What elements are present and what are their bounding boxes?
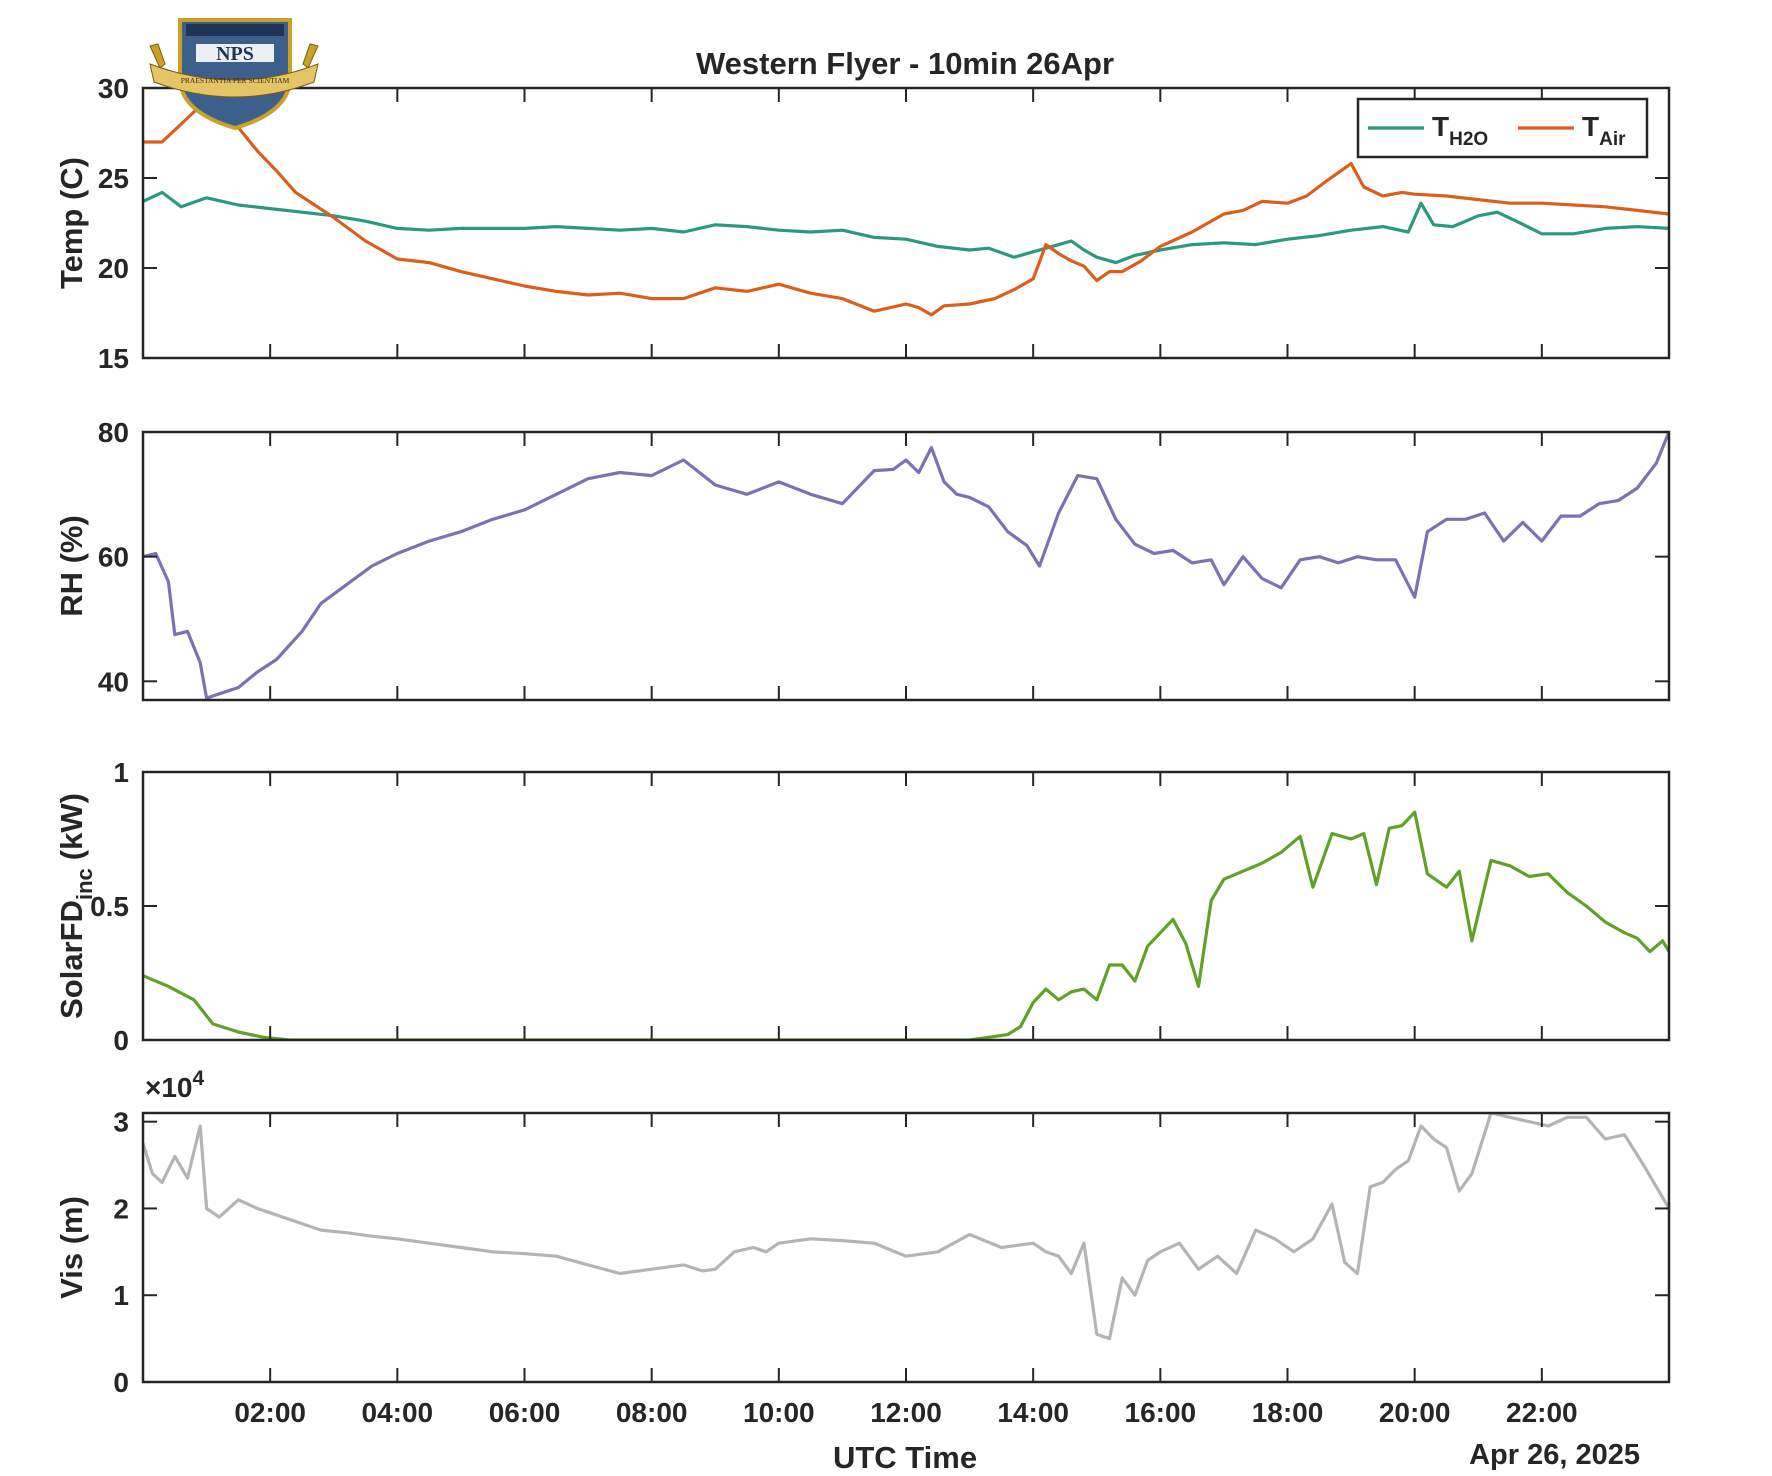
series-line-solarfd — [143, 810, 1669, 1040]
x-tick-label: 08:00 — [616, 1397, 688, 1428]
y-tick-label: 80 — [98, 417, 129, 448]
series-line-tair — [143, 104, 1669, 317]
y-tick-label: 2 — [113, 1193, 129, 1224]
y-exponent-label: ×104 — [145, 1067, 205, 1103]
x-tick-label: 06:00 — [489, 1397, 561, 1428]
panel-2: 40 60 80 RH (%) — [54, 417, 1671, 702]
y-axis-label-sub: inc — [72, 868, 97, 900]
y-tick-label: 1 — [113, 757, 129, 788]
y-axis-label-unit: (kW) — [54, 793, 89, 860]
x-tick-label: 14:00 — [997, 1397, 1069, 1428]
y-tick-label: 1 — [113, 1280, 129, 1311]
y-axis-label: Temp (C) — [54, 157, 89, 289]
y-tick-label: 0 — [113, 1367, 129, 1398]
y-tick-label: 25 — [98, 163, 129, 194]
x-tick-label: 20:00 — [1379, 1397, 1451, 1428]
axes-box — [141, 1111, 1671, 1384]
x-tick-label: 22:00 — [1506, 1397, 1578, 1428]
y-tick-label: 30 — [98, 73, 129, 104]
y-exponent-base: ×10 — [145, 1072, 193, 1103]
nps-logo-text: NPS — [216, 43, 254, 65]
panel-4: 0 1 2 3 Vis (m) ×104 02:00 04:00 06:00 08:00 10:00… — [54, 1067, 1671, 1428]
y-tick-label: 40 — [98, 666, 129, 697]
y-tick-label: 3 — [113, 1107, 129, 1138]
y-axis-label: SolarFDinc (kW) — [54, 793, 97, 1019]
nps-logo: NPS PRAESTANTIA PER SCIENTIAM — [149, 18, 319, 131]
y-tick-label: 15 — [98, 343, 129, 374]
date-label: Apr 26, 2025 — [1469, 1439, 1640, 1471]
legend-entry-th2o: TH2O — [1432, 111, 1488, 150]
x-tick-label: 10:00 — [743, 1397, 815, 1428]
y-axis-label: RH (%) — [54, 515, 89, 617]
series-line-vis — [143, 1113, 1669, 1341]
legend-entry-base: T — [1432, 111, 1449, 142]
y-tick-label: 60 — [98, 542, 129, 573]
y-axis-label: Vis (m) — [54, 1196, 89, 1299]
series-line-th2o — [143, 190, 1669, 265]
x-tick-label: 18:00 — [1252, 1397, 1324, 1428]
x-tick-label: 12:00 — [870, 1397, 942, 1428]
x-tick-label: 16:00 — [1125, 1397, 1197, 1428]
legend-entry-sub: H2O — [1449, 129, 1488, 150]
legend-entry-base: T — [1582, 111, 1599, 142]
legend-entry-sub: Air — [1599, 129, 1626, 150]
y-tick-label: 0 — [113, 1025, 129, 1056]
figure-title: Western Flyer - 10min 26Apr — [696, 46, 1114, 81]
axes-box — [141, 770, 1671, 1042]
y-axis-label-base: SolarFD — [54, 900, 89, 1019]
x-tick-label: 04:00 — [362, 1397, 434, 1428]
panel-3: 0 0.5 1 SolarFDinc (kW) — [54, 757, 1671, 1056]
y-exponent-power: 4 — [193, 1067, 205, 1090]
y-tick-label: 0.5 — [90, 891, 129, 922]
legend-entry-tair: TAir — [1582, 111, 1626, 150]
x-axis-label: UTC Time — [833, 1440, 977, 1475]
legend: TH2O TAir — [1356, 97, 1649, 159]
series-line-rh — [143, 432, 1669, 700]
x-tick-label: 02:00 — [234, 1397, 306, 1428]
nps-logo-motto: PRAESTANTIA PER SCIENTIAM — [181, 76, 290, 85]
y-tick-label: 20 — [98, 253, 129, 284]
